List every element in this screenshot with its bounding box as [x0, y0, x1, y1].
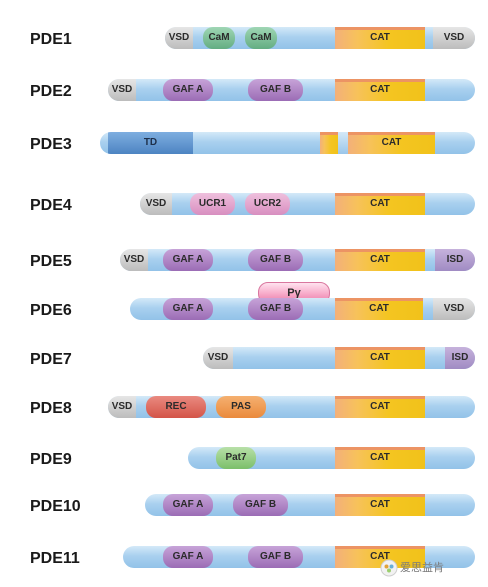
pde7-vsd-domain: VSD	[203, 347, 233, 369]
watermark-logo-icon	[380, 559, 398, 577]
pde7-isd-domain: ISD	[445, 347, 475, 369]
pde9-bar: Pat7 CAT	[188, 447, 475, 469]
pde1-cat-domain: CAT	[335, 27, 425, 49]
pde5-gaf-b-domain: GAF B	[248, 249, 303, 271]
pde1-vsd-domain-c: VSD	[433, 27, 475, 49]
pde5-bar: VSD GAF A GAF B CAT ISD	[120, 249, 475, 271]
pde5-label: PDE5	[30, 253, 72, 270]
pde5-gaf-a-domain: GAF A	[163, 249, 213, 271]
pde8-label: PDE8	[30, 400, 72, 417]
pde2-bar: VSD GAF A GAF B CAT	[108, 79, 475, 101]
pde4-ucr2-domain: UCR2	[245, 193, 290, 215]
pde10-gaf-b-domain: GAF B	[233, 494, 288, 516]
pde10-gaf-a-domain: GAF A	[163, 494, 213, 516]
pde10-cat-domain: CAT	[335, 494, 425, 516]
pde6-bar: GAF A GAF B CAT VSD	[130, 298, 475, 320]
pde2-vsd-domain: VSD	[108, 79, 136, 101]
pde2-cat-domain: CAT	[335, 79, 425, 101]
pde9-label: PDE9	[30, 451, 72, 468]
pde3-label: PDE3	[30, 136, 72, 153]
pde8-bar: VSD REC PAS CAT	[108, 396, 475, 418]
pde11-cat-domain: CAT	[335, 546, 425, 568]
pde6-vsd-domain: VSD	[433, 298, 475, 320]
pde7-bar: VSD CAT ISD	[203, 347, 475, 369]
pde2-gaf-b-domain: GAF B	[248, 79, 303, 101]
pde5-vsd-domain: VSD	[120, 249, 148, 271]
pde1-bar: VSD CaM CaM CAT VSD	[165, 27, 475, 49]
pde1-label: PDE1	[30, 31, 72, 48]
pde2-label: PDE2	[30, 83, 72, 100]
pde2-gaf-a-domain: GAF A	[163, 79, 213, 101]
pde8-cat-domain: CAT	[335, 396, 425, 418]
pde3-bar: TD CAT	[100, 132, 475, 154]
pde11-gaf-b-domain: GAF B	[248, 546, 303, 568]
pde8-rec-domain: REC	[146, 396, 206, 418]
pde10-label: PDE10	[30, 498, 81, 515]
pde11-label: PDE11	[30, 550, 80, 567]
pde4-bar: VSD UCR1 UCR2 CAT	[140, 193, 475, 215]
pde6-label: PDE6	[30, 302, 72, 319]
pde5-isd-domain: ISD	[435, 249, 475, 271]
pde3-cat-domain: CAT	[348, 132, 435, 154]
pde1-cam-domain-1: CaM	[203, 27, 235, 49]
pde6-gaf-b-domain: GAF B	[248, 298, 303, 320]
pde4-ucr1-domain: UCR1	[190, 193, 235, 215]
pde1-cam-domain-2: CaM	[245, 27, 277, 49]
pde3-td-domain: TD	[108, 132, 193, 154]
pde3-cat-domain-part1	[320, 132, 338, 154]
pde6-gaf-a-domain: GAF A	[163, 298, 213, 320]
pde5-cat-domain: CAT	[335, 249, 425, 271]
watermark-text: 爱思益肯	[400, 562, 444, 574]
pde6-cat-domain: CAT	[335, 298, 423, 320]
pde3-cat-insert	[338, 132, 348, 154]
pde7-cat-domain: CAT	[335, 347, 425, 369]
pde4-cat-domain: CAT	[335, 193, 425, 215]
pde8-vsd-domain: VSD	[108, 396, 136, 418]
pde10-bar: GAF A GAF B CAT	[145, 494, 475, 516]
pde4-vsd-domain: VSD	[140, 193, 172, 215]
pde1-vsd-domain: VSD	[165, 27, 193, 49]
pde7-label: PDE7	[30, 351, 72, 368]
pde11-gaf-a-domain: GAF A	[163, 546, 213, 568]
pde8-pas-domain: PAS	[216, 396, 266, 418]
pde9-pat7-domain: Pat7	[216, 447, 256, 469]
pde9-cat-domain: CAT	[335, 447, 425, 469]
pde4-label: PDE4	[30, 197, 72, 214]
